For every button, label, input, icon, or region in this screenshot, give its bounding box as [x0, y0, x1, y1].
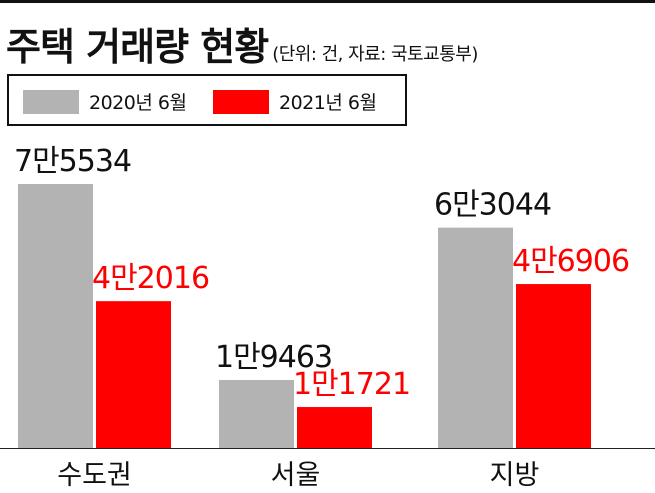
chart-subtitle: (단위: 건, 자료: 국토교통부) [272, 44, 478, 65]
legend-label-2020: 2020년 6월 [89, 92, 187, 114]
data-label-0-1: 1만9463 [215, 340, 332, 375]
bar-0-0 [18, 184, 93, 448]
legend-swatch-2021 [213, 89, 269, 114]
top-rule [0, 0, 655, 3]
legend-item-2021: 2021년 6월 [213, 88, 377, 115]
chart-title: 주택 거래량 현황 [6, 25, 269, 69]
data-label-0-0: 7만5534 [14, 144, 131, 179]
data-label-1-2: 4만6906 [512, 244, 629, 279]
bar-0-2 [438, 227, 513, 448]
bar-1-0 [96, 301, 171, 448]
category-label-0: 수도권 [57, 460, 132, 491]
legend-swatch-2020 [23, 89, 79, 114]
bar-1-2 [516, 284, 591, 448]
data-label-1-0: 4만2016 [92, 261, 209, 296]
category-label-2: 지방 [490, 460, 540, 491]
category-label-1: 서울 [271, 460, 321, 491]
bar-1-1 [297, 407, 372, 448]
legend-label-2021: 2021년 6월 [279, 92, 377, 114]
data-label-1-1: 1만1721 [293, 367, 410, 402]
legend-item-2020: 2020년 6월 [23, 88, 187, 115]
title-row: 주택 거래량 현황 (단위: 건, 자료: 국토교통부) [6, 16, 478, 72]
bar-0-1 [219, 379, 294, 448]
data-label-0-2: 6만3044 [434, 188, 551, 223]
legend: 2020년 6월 2021년 6월 [7, 74, 407, 126]
